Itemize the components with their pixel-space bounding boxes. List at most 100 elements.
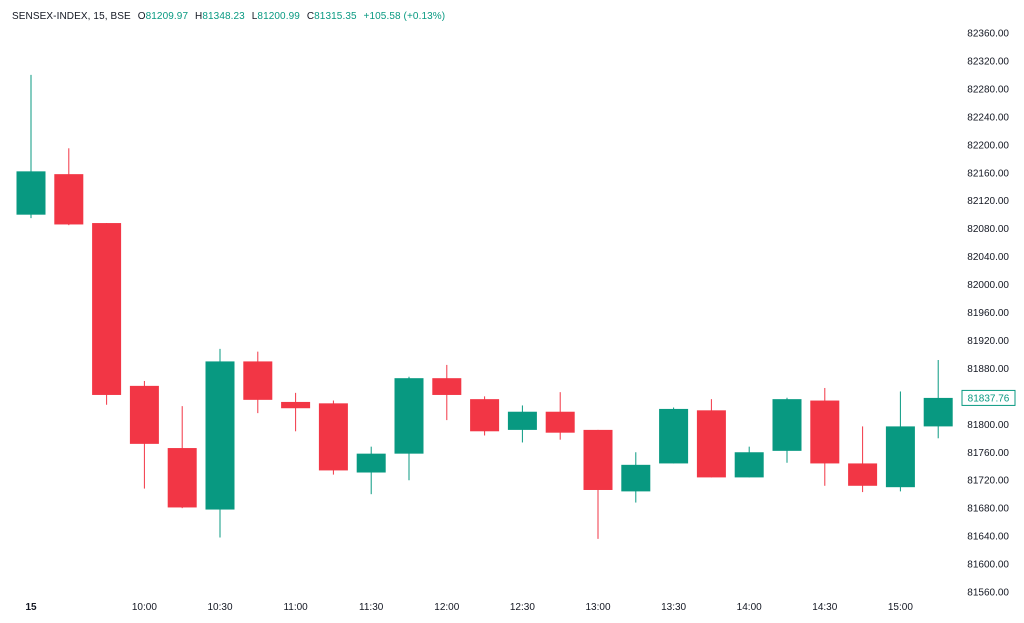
price-tick-label: 82240.00	[967, 112, 1009, 123]
candle[interactable]	[205, 348, 235, 538]
time-tick-label: 10:00	[132, 602, 157, 613]
price-tick-label: 81880.00	[967, 364, 1009, 375]
high-label: H	[195, 11, 203, 22]
price-tick-label: 82320.00	[967, 56, 1009, 67]
close-value: 81315.35	[314, 11, 357, 22]
candle-body	[583, 429, 613, 490]
candle-body	[545, 411, 575, 433]
candle[interactable]	[54, 148, 84, 226]
candle[interactable]	[848, 426, 878, 493]
price-tick-label: 82120.00	[967, 196, 1009, 207]
change-value: +105.58 (+0.13%)	[363, 11, 446, 22]
price-tick-label: 81680.00	[967, 504, 1009, 515]
price-tick-label: 82080.00	[967, 224, 1009, 235]
price-axis[interactable]: 81560.00 81600.00 81640.00 81680.00 81720.00…	[967, 29, 1009, 599]
candle-body	[129, 385, 159, 444]
low-label: L	[251, 11, 258, 22]
last-price-marker: 81837.76	[961, 389, 1016, 406]
time-tick-label: 12:00	[434, 602, 459, 613]
candle[interactable]	[545, 392, 575, 440]
time-tick-label: 11:30	[359, 602, 384, 613]
candle[interactable]	[243, 351, 273, 414]
candle-body	[659, 408, 689, 464]
price-tick-label: 81760.00	[967, 448, 1009, 459]
candle[interactable]	[696, 399, 726, 478]
price-tick-label: 81640.00	[967, 532, 1009, 543]
price-tick-label: 82360.00	[967, 29, 1009, 40]
price-tick-label: 81920.00	[967, 336, 1009, 347]
open-label: O	[137, 11, 146, 22]
candle-body	[205, 361, 235, 510]
price-tick-label: 81800.00	[967, 420, 1009, 431]
candle[interactable]	[356, 446, 386, 495]
candle[interactable]	[470, 396, 500, 436]
price-tick-label: 82000.00	[967, 280, 1009, 291]
time-tick-label: 15	[25, 602, 37, 613]
low-value: 81200.99	[257, 11, 300, 22]
price-tick-label: 82160.00	[967, 168, 1009, 179]
candle[interactable]	[16, 74, 46, 219]
price-tick-label: 81560.00	[967, 588, 1009, 599]
candle[interactable]	[885, 391, 915, 492]
high-value: 81348.23	[202, 11, 245, 22]
price-tick-label: 82280.00	[967, 84, 1009, 95]
candle[interactable]	[318, 400, 348, 475]
candle-body	[167, 448, 197, 508]
candle-body	[394, 378, 424, 454]
symbol-label: SENSEX-INDEX, 15, BSE	[12, 11, 131, 22]
time-tick-label: 10:30	[207, 602, 232, 613]
candle[interactable]	[432, 364, 462, 421]
candle-body	[54, 174, 84, 225]
candle[interactable]	[810, 387, 840, 486]
time-tick-label: 11:00	[283, 602, 308, 613]
time-tick-label: 14:30	[812, 602, 837, 613]
candle-body	[470, 399, 500, 432]
candle-body	[734, 452, 764, 478]
time-tick-label: 13:30	[661, 602, 686, 613]
time-tick-label: 15:00	[888, 602, 913, 613]
open-value: 81209.97	[145, 11, 189, 22]
candle[interactable]	[167, 406, 197, 509]
candle[interactable]	[923, 360, 953, 439]
candle-body	[92, 223, 122, 395]
candle-body	[923, 397, 953, 427]
price-tick-label: 82200.00	[967, 140, 1009, 151]
candle[interactable]	[583, 429, 613, 539]
candle[interactable]	[394, 376, 424, 481]
candle-body	[772, 399, 802, 451]
candle[interactable]	[772, 397, 802, 463]
time-axis[interactable]: 15 10:00 10:30 11:00 11:30 12:00 12:30 13:00 13:…	[25, 602, 913, 613]
candle-body	[696, 410, 726, 478]
candle[interactable]	[281, 392, 311, 432]
candle[interactable]	[734, 446, 764, 478]
candle[interactable]	[129, 380, 159, 489]
time-tick-label: 13:00	[585, 602, 610, 613]
price-tick-label: 81960.00	[967, 308, 1009, 319]
time-tick-label: 14:00	[737, 602, 762, 613]
candles-layer	[16, 74, 953, 539]
chart-legend: SENSEX-INDEX, 15, BSE O81209.97 H81348.2…	[12, 11, 445, 22]
candle-body	[507, 411, 537, 430]
price-tick-label: 81720.00	[967, 476, 1009, 487]
candle-body	[318, 403, 348, 471]
candle-body	[356, 453, 386, 473]
time-tick-label: 12:30	[510, 602, 535, 613]
price-tick-label: 81600.00	[967, 560, 1009, 571]
candle-body	[16, 171, 46, 215]
candle-body	[885, 426, 915, 488]
last-price-box	[961, 389, 1016, 406]
candle-body	[848, 463, 878, 486]
last-price-label: 81837.76	[968, 393, 1010, 404]
close-label: C	[306, 11, 315, 22]
candle[interactable]	[507, 405, 537, 443]
candle-body	[432, 378, 462, 395]
candle-body	[243, 361, 273, 400]
candle-body	[810, 400, 840, 464]
candle[interactable]	[659, 407, 689, 464]
candle[interactable]	[92, 223, 122, 405]
price-tick-label: 82040.00	[967, 252, 1009, 263]
candle-body	[621, 464, 651, 492]
candle[interactable]	[621, 452, 651, 503]
candle-body	[281, 401, 311, 409]
